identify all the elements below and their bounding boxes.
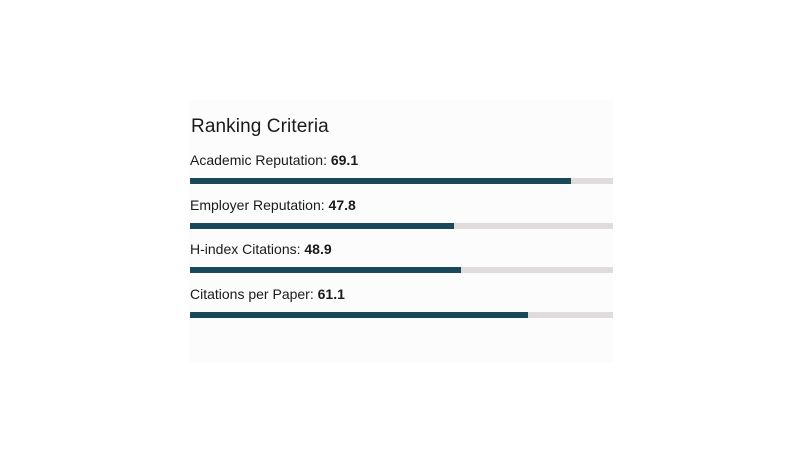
criterion-name: Employer Reputation: (190, 197, 325, 213)
progress-fill (190, 267, 461, 273)
criterion-employer-reputation: Employer Reputation: 47.8 (190, 197, 613, 231)
criterion-score: 47.8 (328, 197, 356, 213)
criterion-citations-per-paper: Citations per Paper: 61.1 (190, 286, 613, 320)
criterion-score: 69.1 (330, 152, 359, 168)
progress-track (190, 267, 613, 273)
progress-fill (190, 223, 455, 229)
criterion-label: H-index Citations: 48.9 (190, 241, 332, 257)
criterion-name: H-index Citations: (190, 241, 301, 257)
progress-fill (190, 178, 571, 184)
criterion-h-index-citations: H-index Citations: 48.9 (190, 241, 613, 275)
criterion-label: Citations per Paper: 61.1 (190, 286, 345, 302)
progress-track (190, 312, 613, 318)
progress-track (190, 178, 613, 184)
progress-fill (190, 312, 529, 318)
ranking-criteria-panel: Ranking Criteria Academic Reputation: 69… (189, 100, 613, 362)
criterion-label: Academic Reputation: 69.1 (190, 152, 358, 168)
panel-title: Ranking Criteria (191, 116, 329, 137)
criterion-academic-reputation: Academic Reputation: 69.1 (190, 152, 613, 186)
criterion-label: Employer Reputation: 47.8 (190, 197, 356, 213)
criterion-name: Citations per Paper: (190, 286, 314, 302)
criterion-score: 61.1 (317, 286, 345, 302)
criterion-name: Academic Reputation: (190, 152, 327, 168)
criterion-score: 48.9 (304, 241, 332, 257)
progress-track (190, 223, 613, 229)
